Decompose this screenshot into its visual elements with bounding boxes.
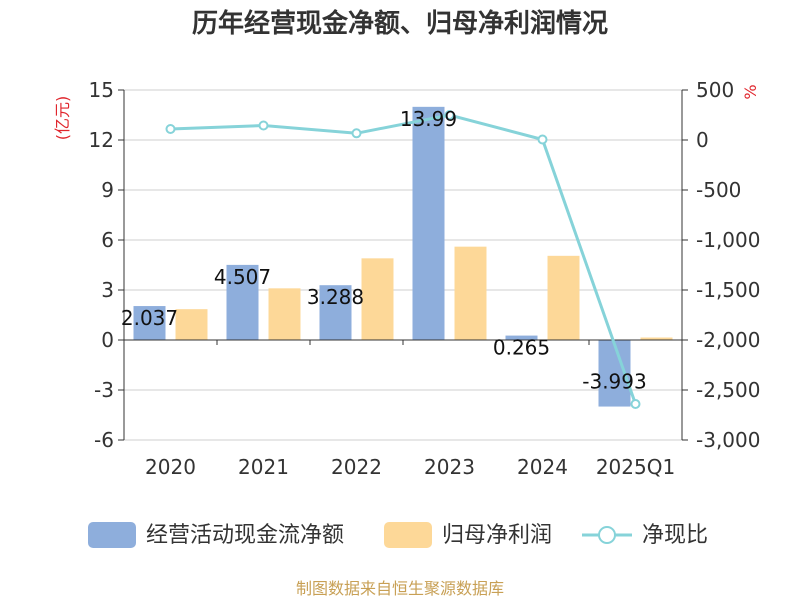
legend-marker [598, 526, 616, 544]
data-label: 0.265 [493, 336, 550, 360]
ratio-point [537, 134, 548, 145]
right-tick-label: -1,000 [696, 228, 760, 252]
right-tick-label: -2,000 [696, 328, 760, 352]
left-tick-label: -3 [94, 378, 114, 402]
right-tick-label: 500 [696, 78, 734, 102]
bar-cashflow [226, 264, 259, 340]
bar-cashflow [319, 285, 352, 340]
x-tick-label: 2021 [238, 455, 289, 479]
right-tick-label: 0 [696, 128, 709, 152]
ratio-line [165, 110, 641, 409]
right-axis-unit: % [741, 84, 760, 99]
right-tick-label: -3,000 [696, 428, 760, 452]
chart-title: 历年经营现金净额、归母净利润情况 [192, 8, 608, 39]
left-tick-label: 0 [101, 328, 114, 352]
source-note: 制图数据来自恒生聚源数据库 [296, 579, 504, 598]
x-tick-label: 2024 [517, 455, 568, 479]
data-label: -3.993 [582, 370, 646, 394]
left-tick-label: 15 [89, 78, 114, 102]
ratio-point [444, 110, 455, 120]
bar-netprofit [268, 288, 301, 340]
ratio-line-path [170, 113, 637, 405]
left-tick-label: 6 [101, 228, 114, 252]
legend-label: 经营活动现金流净额 [146, 523, 344, 548]
ratio-point [351, 128, 362, 139]
data-label: 3.288 [307, 285, 364, 309]
x-tick-label: 2020 [145, 455, 196, 479]
bar-netprofit [454, 246, 487, 340]
left-tick-label: 12 [89, 128, 114, 152]
bars [133, 106, 673, 407]
right-tick-label: -2,500 [696, 378, 760, 402]
bar-netprofit [547, 255, 580, 340]
legend: 经营活动现金流净额 归母净利润 净现比 [88, 522, 708, 548]
legend-swatch [384, 522, 432, 548]
x-tick-label: 2025Q1 [596, 455, 675, 479]
bar-netprofit [175, 309, 208, 340]
legend-label: 净现比 [642, 523, 708, 548]
ratio-point [165, 124, 176, 134]
bar-netprofit [640, 337, 673, 340]
ratio-point [258, 120, 269, 131]
bar-cashflow [505, 335, 538, 340]
right-tick-label: -500 [696, 178, 741, 202]
data-label: 13.99 [400, 107, 457, 131]
x-tick-label: 2023 [424, 455, 475, 479]
bar-cashflow [133, 306, 166, 340]
data-labels: 2.037 4.507 3.288 13.99 0.265 -3.993 [121, 107, 647, 394]
left-tick-label: 9 [101, 178, 114, 202]
legend-swatch [88, 522, 136, 548]
right-tick-label: -1,500 [696, 278, 760, 302]
legend-label: 归母净利润 [442, 523, 552, 548]
left-axis-unit: (亿元) [53, 96, 72, 141]
ratio-point [630, 399, 641, 409]
left-tick-label: -6 [94, 428, 114, 452]
data-label: 4.507 [214, 265, 271, 289]
data-label: 2.037 [121, 306, 178, 330]
axes: 15 12 9 6 3 0 -3 -6 500 0 -500 -1,000 -1,500 -2,000 -2… [89, 78, 761, 479]
x-tick-label: 2022 [331, 455, 382, 479]
bar-cashflow [412, 106, 445, 340]
bar-netprofit [361, 258, 394, 340]
left-tick-label: 3 [101, 278, 114, 302]
